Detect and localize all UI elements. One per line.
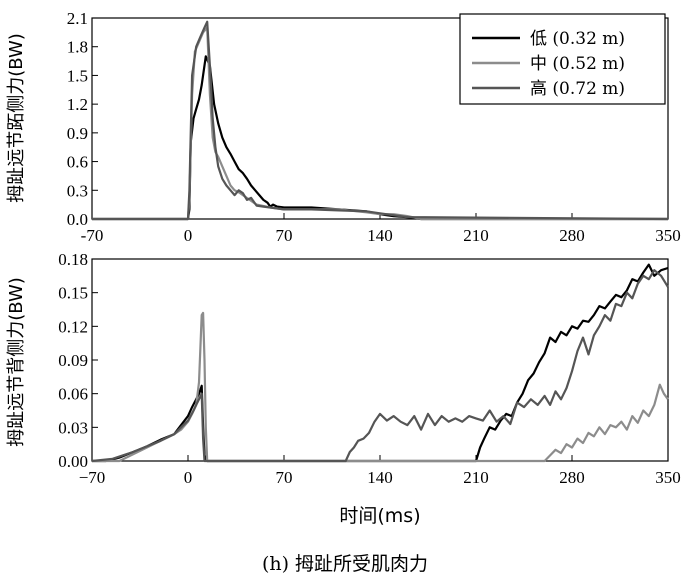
series-line-high xyxy=(92,20,669,221)
y-tick-label: 0.06 xyxy=(58,385,88,404)
y-tick-label: 0.6 xyxy=(67,153,88,172)
y-tick-label: 2.1 xyxy=(67,9,88,28)
legend: 低 (0.32 m) 中 (0.52 m) 高 (0.72 m) xyxy=(459,13,666,105)
x-tick-label: 140 xyxy=(367,226,393,245)
x-tick-label: 280 xyxy=(559,226,585,245)
legend-label-high: 高 (0.72 m) xyxy=(530,79,625,99)
panel-bottom: 拇趾远节背侧力(BW) 0.00 0.03 0.06 0.09 0.12 0.15 0.18… xyxy=(6,250,681,527)
top-ylabel: 拇趾远节跖侧力(BW) xyxy=(6,33,27,203)
y-tick-label: 0.9 xyxy=(67,124,88,143)
x-tick-label: 140 xyxy=(367,468,393,487)
y-tick-label: 0.12 xyxy=(58,317,88,336)
x-tick-label: −70 xyxy=(79,468,106,487)
y-tick-label: 0.15 xyxy=(58,284,88,303)
y-tick-label: 1.5 xyxy=(67,66,88,85)
x-tick-label: 0 xyxy=(184,468,193,487)
y-tick-label: 0.09 xyxy=(58,351,88,370)
series-line-mid xyxy=(92,311,669,463)
x-tick-label: 210 xyxy=(463,226,489,245)
x-tick-label: 70 xyxy=(276,468,293,487)
y-tick-label: 0.3 xyxy=(67,181,88,200)
x-tick-label: 350 xyxy=(655,226,681,245)
figure-caption: (h) 拇趾所受肌肉力 xyxy=(262,553,428,575)
x-tick-label: 210 xyxy=(463,468,489,487)
series-line-low xyxy=(92,263,669,463)
series-line-high xyxy=(91,269,669,463)
y-tick-label: 0.0 xyxy=(67,210,88,229)
y-tick-label: 0.00 xyxy=(58,452,88,471)
bottom-xlabel: 时间(ms) xyxy=(339,505,420,527)
legend-label-low: 低 (0.32 m) xyxy=(530,29,625,49)
panel-top: 拇趾远节跖侧力(BW) 0.0 0.3 0.6 0.9 1.2 1.5 1.8 2.1 -70… xyxy=(6,9,681,245)
y-tick-label: 0.03 xyxy=(58,418,88,437)
x-tick-label: 280 xyxy=(559,468,585,487)
x-tick-label: -70 xyxy=(81,226,104,245)
bottom-ylabel: 拇趾远节背侧力(BW) xyxy=(6,277,27,447)
x-tick-label: 0 xyxy=(184,226,193,245)
y-tick-label: 1.8 xyxy=(67,38,88,57)
x-tick-label: 350 xyxy=(655,468,681,487)
legend-label-mid: 中 (0.52 m) xyxy=(530,54,625,74)
y-tick-label: 1.2 xyxy=(67,95,88,114)
x-tick-label: 70 xyxy=(276,226,293,245)
y-tick-label: 0.18 xyxy=(58,250,88,269)
